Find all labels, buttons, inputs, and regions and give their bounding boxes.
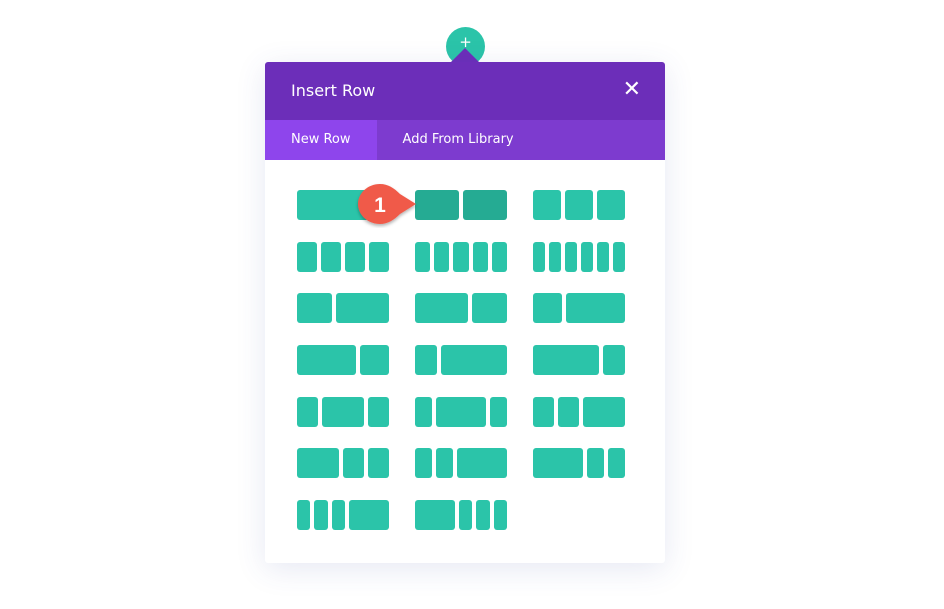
close-icon[interactable]: ✕ <box>622 77 641 102</box>
layout-column <box>322 396 364 427</box>
layout-column <box>533 293 563 324</box>
row-layout-option[interactable] <box>297 345 389 376</box>
row-layout-option[interactable] <box>415 500 507 531</box>
layout-column <box>603 345 625 376</box>
layout-column <box>331 500 345 531</box>
row-layout-option[interactable] <box>415 190 507 220</box>
layout-column <box>297 293 333 324</box>
row-layout-option[interactable] <box>533 448 625 479</box>
layout-column <box>608 448 625 479</box>
layout-column <box>558 396 579 427</box>
layout-column <box>321 241 341 272</box>
layout-column <box>565 241 577 272</box>
layout-column <box>565 190 593 220</box>
layout-column <box>368 448 389 479</box>
layout-column <box>463 190 507 220</box>
layout-column <box>533 396 554 427</box>
layout-column <box>490 396 507 427</box>
row-layout-option[interactable] <box>297 293 389 324</box>
layout-column <box>297 396 318 427</box>
step-1-badge: 1 <box>358 184 416 224</box>
layout-column <box>435 448 453 479</box>
row-layout-grid <box>297 190 633 531</box>
layout-column <box>493 500 507 531</box>
layout-column <box>491 241 508 272</box>
modal-pointer <box>451 48 479 62</box>
layout-column <box>453 241 469 272</box>
insert-row-modal: Insert Row ✕ New Row Add From Library <box>265 62 665 563</box>
layout-column <box>359 345 389 376</box>
layout-column <box>345 241 365 272</box>
row-layout-option[interactable] <box>533 241 625 272</box>
row-layout-option[interactable] <box>415 448 507 479</box>
row-layout-option[interactable] <box>415 241 508 272</box>
row-layout-option[interactable] <box>533 190 625 220</box>
layout-column <box>533 345 599 376</box>
layout-column <box>434 241 450 272</box>
layout-column <box>297 345 356 376</box>
layout-column <box>336 293 389 324</box>
row-layout-option[interactable] <box>297 241 389 272</box>
row-layout-option[interactable] <box>415 345 507 376</box>
layout-column <box>368 396 389 427</box>
layout-column <box>549 241 561 272</box>
layout-column <box>533 448 584 479</box>
layout-column <box>369 241 389 272</box>
layout-column <box>297 448 339 479</box>
layout-column <box>597 190 625 220</box>
modal-tabs: New Row Add From Library <box>265 120 665 160</box>
layout-column <box>415 448 432 479</box>
layout-column <box>415 500 455 531</box>
layout-column <box>566 293 625 324</box>
row-layout-option[interactable] <box>415 293 507 324</box>
layout-column <box>533 190 561 220</box>
tab-new-row[interactable]: New Row <box>265 120 377 160</box>
plus-icon: + <box>459 33 472 51</box>
layout-column <box>415 293 468 324</box>
row-layout-option[interactable] <box>297 500 389 531</box>
row-layout-option[interactable] <box>415 396 507 427</box>
layout-column <box>476 500 490 531</box>
tab-add-from-library[interactable]: Add From Library <box>402 132 514 147</box>
layout-column <box>587 448 605 479</box>
layout-column <box>415 190 459 220</box>
layout-column <box>583 396 625 427</box>
layout-column <box>415 396 432 427</box>
layout-column <box>297 500 311 531</box>
row-layout-option[interactable] <box>533 396 625 427</box>
layout-column <box>581 241 593 272</box>
layout-column <box>472 241 488 272</box>
layout-column <box>415 345 437 376</box>
layout-column <box>533 241 545 272</box>
layout-column <box>314 500 328 531</box>
layout-column <box>613 241 625 272</box>
layout-column <box>415 241 431 272</box>
layout-column <box>343 448 364 479</box>
layout-column <box>471 293 507 324</box>
layout-column <box>456 448 507 479</box>
layout-column <box>348 500 389 531</box>
layout-column <box>435 396 487 427</box>
modal-header: Insert Row ✕ <box>265 62 665 120</box>
modal-title: Insert Row <box>291 81 376 100</box>
callout-shape <box>358 184 416 224</box>
layout-column <box>597 241 609 272</box>
layout-column <box>297 241 317 272</box>
layout-column <box>459 500 473 531</box>
row-layout-option[interactable] <box>533 293 625 324</box>
row-layout-option[interactable] <box>297 396 389 427</box>
row-layout-option[interactable] <box>297 448 389 479</box>
row-layout-option[interactable] <box>533 345 625 376</box>
layout-column <box>441 345 507 376</box>
step-number: 1 <box>374 194 386 217</box>
